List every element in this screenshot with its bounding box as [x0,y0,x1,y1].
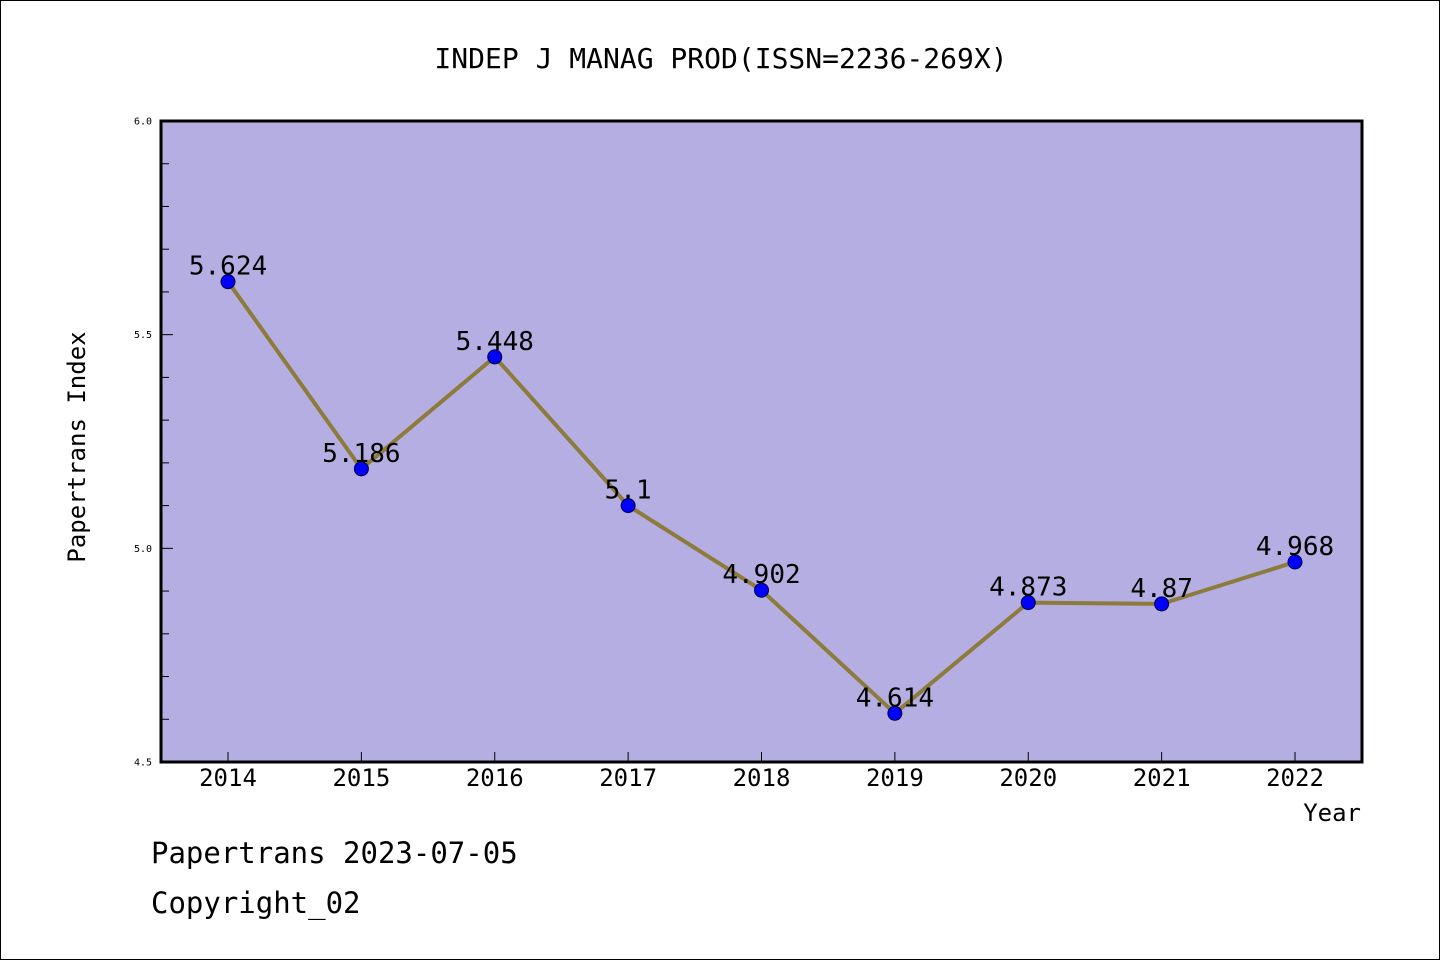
data-label: 4.968 [1256,532,1334,562]
data-point [620,498,636,514]
data-label: 5.448 [456,327,534,357]
x-tick-label: 2014 [199,764,257,792]
data-label: 5.624 [189,252,267,282]
y-tick-label: 4.5 [134,758,152,769]
x-tick-label: 2018 [733,764,791,792]
y-tick-label: 5.5 [134,330,152,341]
data-points [220,274,1303,721]
chart-title: INDEP J MANAG PROD(ISSN=2236-269X) [434,42,1007,75]
y-tick-label: 6.0 [134,117,152,128]
x-tick-label: 2021 [1133,764,1191,792]
data-point [1287,554,1303,570]
data-label: 4.902 [722,560,800,590]
x-tick-label: 2016 [466,764,524,792]
data-label: 4.614 [856,683,934,713]
data-point [1020,595,1036,611]
data-point [220,274,236,290]
y-axis-label: Papertrans Index [63,331,91,562]
footer-copyright-text: Copyright_02 [151,886,361,920]
data-point [353,461,369,477]
data-point [1154,596,1170,612]
x-axis-label: Year [1303,799,1361,827]
footer-date-text: Papertrans 2023-07-05 [151,836,518,870]
x-tick-label: 2017 [599,764,657,792]
data-point [754,582,769,598]
y-tick-labels: 4.5 5.0 5.5 6.0 [134,117,152,769]
x-tick-label: 2015 [332,764,390,792]
data-label: 5.1 [605,476,652,506]
data-label: 5.186 [322,439,400,469]
y-tick-label: 5.0 [134,544,152,555]
data-point [887,705,903,721]
x-tick-label: 2022 [1266,764,1324,792]
x-tick-label: 2019 [866,764,924,792]
data-label: 4.873 [989,573,1067,603]
x-tick-label: 2020 [999,764,1057,792]
x-tick-labels: 2014 2015 2016 2017 2018 2019 2020 2021 2022 [199,764,1324,792]
data-labels: 5.624 5.186 5.448 5.1 4.902 4.614 4.873 4.87 4.9… [189,252,1334,714]
data-label: 4.87 [1130,574,1193,604]
plot-area [161,121,1362,762]
data-point [487,349,503,365]
plot-border [159,119,1364,764]
